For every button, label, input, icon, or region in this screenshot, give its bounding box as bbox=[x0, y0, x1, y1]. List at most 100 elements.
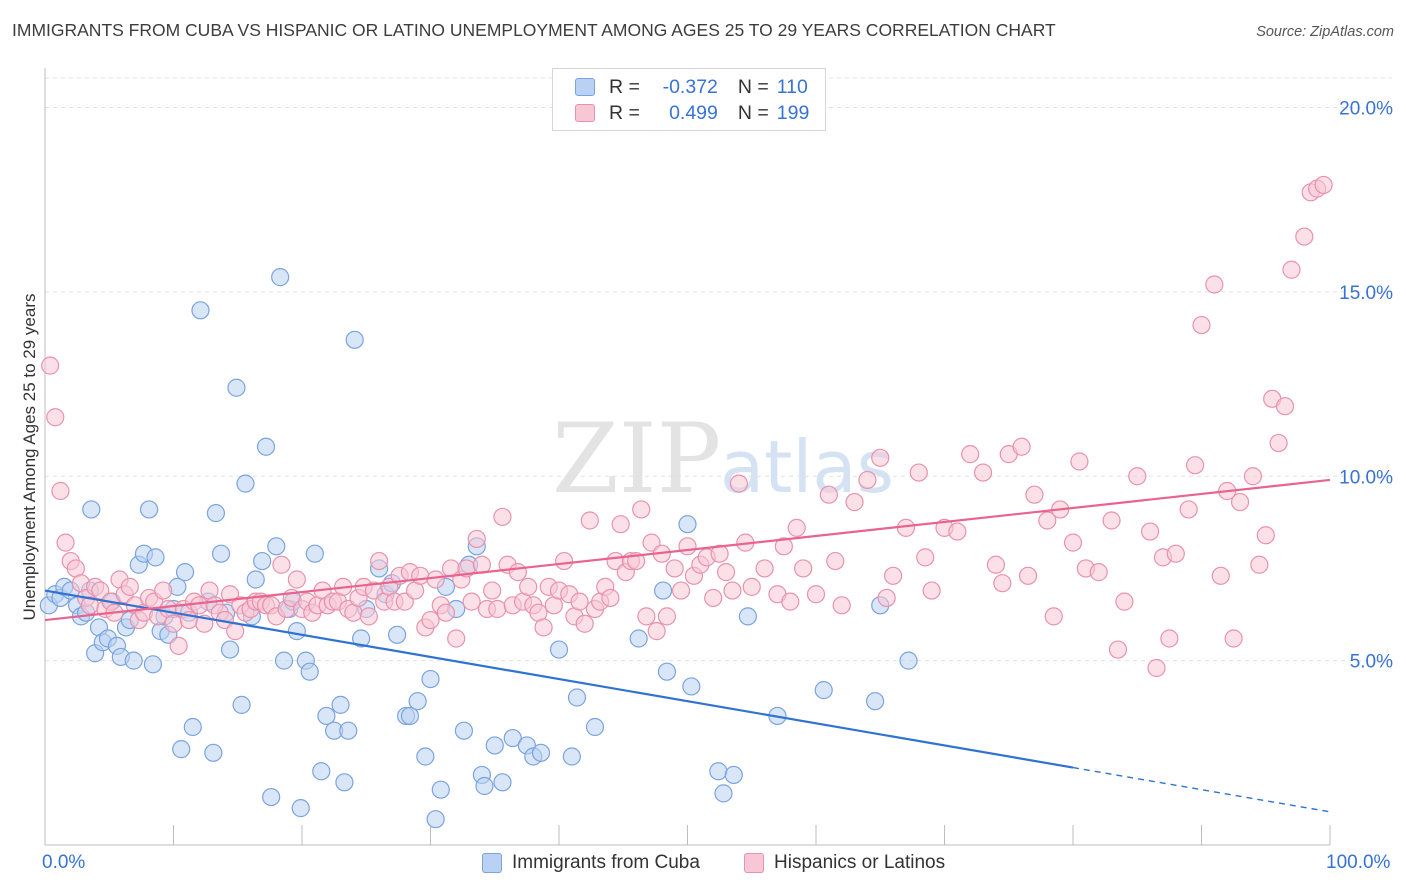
trendlines bbox=[44, 478, 1331, 813]
cuba-point bbox=[567, 688, 587, 707]
hisp-point bbox=[570, 592, 589, 611]
n-value: 110 bbox=[776, 75, 808, 98]
hisp-point bbox=[961, 445, 980, 464]
legend-item-cuba[interactable]: Immigrants from Cuba bbox=[482, 852, 700, 874]
r-label: R = bbox=[609, 101, 640, 124]
hisp-point bbox=[858, 470, 877, 490]
hisp-swatch bbox=[575, 104, 595, 122]
hisp-point bbox=[46, 408, 65, 427]
hisp-point bbox=[1160, 629, 1179, 648]
hisp-point bbox=[1243, 467, 1263, 486]
cuba-point bbox=[256, 437, 276, 456]
hisp-point bbox=[710, 544, 729, 563]
hisp-point bbox=[508, 563, 527, 582]
cuba-point bbox=[738, 607, 757, 626]
hisp-point bbox=[1211, 566, 1230, 585]
cuba-point bbox=[682, 677, 701, 696]
hisp-point bbox=[1063, 533, 1083, 552]
hisp-point bbox=[806, 585, 826, 604]
hisp-point bbox=[1108, 640, 1128, 659]
cuba-point bbox=[531, 743, 551, 762]
y-tick-label: 15.0% bbox=[1339, 283, 1393, 304]
cuba-point bbox=[408, 692, 427, 711]
hisp-point bbox=[993, 574, 1012, 593]
hisp-point bbox=[877, 588, 896, 608]
cuba-point bbox=[866, 692, 885, 711]
hisp-legend-swatch bbox=[744, 853, 764, 873]
cuba-point bbox=[227, 378, 246, 397]
hisp-point bbox=[871, 448, 890, 467]
hisp-point bbox=[1205, 275, 1224, 294]
cuba-point bbox=[387, 625, 407, 644]
chart-title: IMMIGRANTS FROM CUBA VS HISPANIC OR LATI… bbox=[12, 20, 1056, 40]
cuba-point bbox=[678, 515, 697, 534]
hisp-point bbox=[1140, 522, 1160, 541]
hisp-point bbox=[359, 607, 378, 626]
cuba-point bbox=[657, 662, 677, 681]
hisp-point bbox=[845, 492, 864, 512]
hisp-point bbox=[436, 603, 456, 622]
cuba-point bbox=[287, 622, 306, 641]
hisp-point bbox=[671, 581, 691, 600]
cuba-point bbox=[175, 563, 195, 582]
legend-label-hisp: Hispanics or Latinos bbox=[774, 852, 946, 873]
hisp-point bbox=[1230, 492, 1250, 512]
hisp-point bbox=[488, 599, 507, 619]
cuba-point bbox=[124, 651, 143, 670]
cuba-point bbox=[339, 721, 358, 740]
axes bbox=[44, 68, 1331, 846]
hisp-point bbox=[716, 563, 736, 582]
hisp-point bbox=[832, 596, 851, 615]
cuba-point bbox=[262, 787, 281, 807]
hisp-point bbox=[678, 537, 697, 556]
hisp-point bbox=[826, 551, 845, 571]
hisp-point bbox=[467, 529, 486, 549]
hisp-point bbox=[287, 570, 306, 589]
hisp-point bbox=[787, 518, 806, 537]
hisp-point bbox=[1147, 658, 1166, 678]
r-value: -0.372 bbox=[662, 75, 718, 98]
cuba-point bbox=[291, 799, 310, 818]
hisp-point bbox=[611, 515, 630, 534]
hisp-point bbox=[986, 555, 1006, 574]
stats-legend-row-hisp: R = 0.499 N = 199 bbox=[575, 101, 809, 125]
watermark-atlas: atlas bbox=[720, 425, 894, 509]
r-value: 0.499 bbox=[669, 101, 718, 124]
cuba-point bbox=[220, 640, 240, 659]
y-tick-label: 20.0% bbox=[1339, 99, 1393, 120]
hisp-point bbox=[1250, 555, 1269, 574]
hisp-point bbox=[774, 537, 793, 556]
hisp-point bbox=[164, 614, 183, 633]
cuba-point bbox=[211, 544, 231, 563]
hisp-point bbox=[169, 636, 188, 655]
cuba-point bbox=[317, 706, 336, 726]
x-tick-label-max: 100.0% bbox=[1326, 852, 1391, 873]
cuba-point bbox=[549, 640, 569, 659]
n-label: N = bbox=[737, 75, 769, 98]
cuba-point bbox=[271, 268, 290, 287]
hisp-point bbox=[723, 581, 742, 600]
hisp-point bbox=[493, 507, 512, 526]
hisp-point bbox=[483, 581, 502, 600]
hisp-point bbox=[421, 610, 440, 630]
cuba-point bbox=[146, 548, 165, 567]
cuba-point bbox=[485, 736, 504, 755]
cuba-point bbox=[172, 740, 191, 759]
hisp-point bbox=[120, 577, 139, 596]
hisp-point bbox=[519, 577, 538, 596]
cuba-point bbox=[714, 784, 733, 803]
hisp-point bbox=[1018, 566, 1038, 585]
cuba-point bbox=[653, 581, 673, 600]
cuba-point bbox=[400, 706, 420, 726]
cuba-point bbox=[331, 695, 350, 714]
cuba-point bbox=[475, 776, 494, 796]
legend-item-hisp[interactable]: Hispanics or Latinos bbox=[744, 852, 945, 874]
hisp-point bbox=[1038, 511, 1057, 530]
hisp-point bbox=[665, 559, 684, 578]
cuba-point bbox=[814, 681, 833, 700]
hisp-point bbox=[555, 551, 574, 571]
hisp-point bbox=[1282, 260, 1301, 279]
hisp-point bbox=[1192, 315, 1211, 335]
hisp-point bbox=[447, 629, 466, 648]
